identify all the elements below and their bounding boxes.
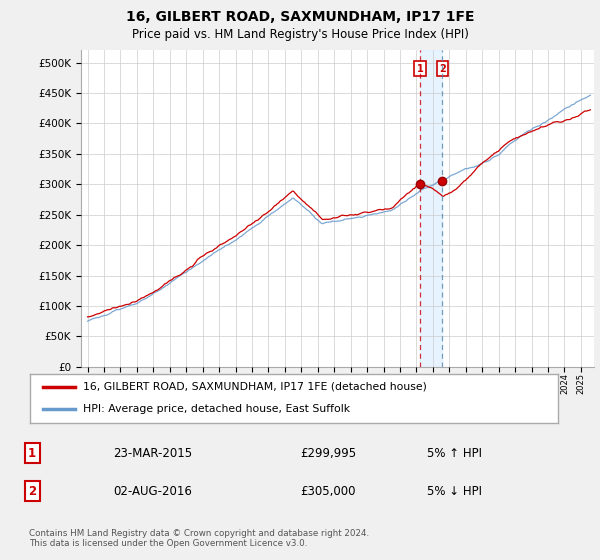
Text: £299,995: £299,995 (300, 446, 356, 460)
Text: 16, GILBERT ROAD, SAXMUNDHAM, IP17 1FE (detached house): 16, GILBERT ROAD, SAXMUNDHAM, IP17 1FE (… (83, 382, 427, 392)
Text: 02-AUG-2016: 02-AUG-2016 (113, 485, 191, 498)
Bar (420, 50, 442, 367)
Text: 1: 1 (28, 446, 36, 460)
Text: 5% ↓ HPI: 5% ↓ HPI (427, 485, 482, 498)
Text: 2: 2 (439, 64, 446, 74)
Text: 16, GILBERT ROAD, SAXMUNDHAM, IP17 1FE: 16, GILBERT ROAD, SAXMUNDHAM, IP17 1FE (126, 10, 474, 24)
Text: HPI: Average price, detached house, East Suffolk: HPI: Average price, detached house, East… (83, 404, 350, 414)
Text: 2: 2 (28, 485, 36, 498)
Text: Price paid vs. HM Land Registry's House Price Index (HPI): Price paid vs. HM Land Registry's House … (131, 28, 469, 41)
Text: Contains HM Land Registry data © Crown copyright and database right 2024.
This d: Contains HM Land Registry data © Crown c… (29, 529, 370, 548)
Text: 1: 1 (417, 64, 424, 74)
Text: 5% ↑ HPI: 5% ↑ HPI (427, 446, 482, 460)
Text: 23-MAR-2015: 23-MAR-2015 (113, 446, 192, 460)
Text: £305,000: £305,000 (300, 485, 355, 498)
